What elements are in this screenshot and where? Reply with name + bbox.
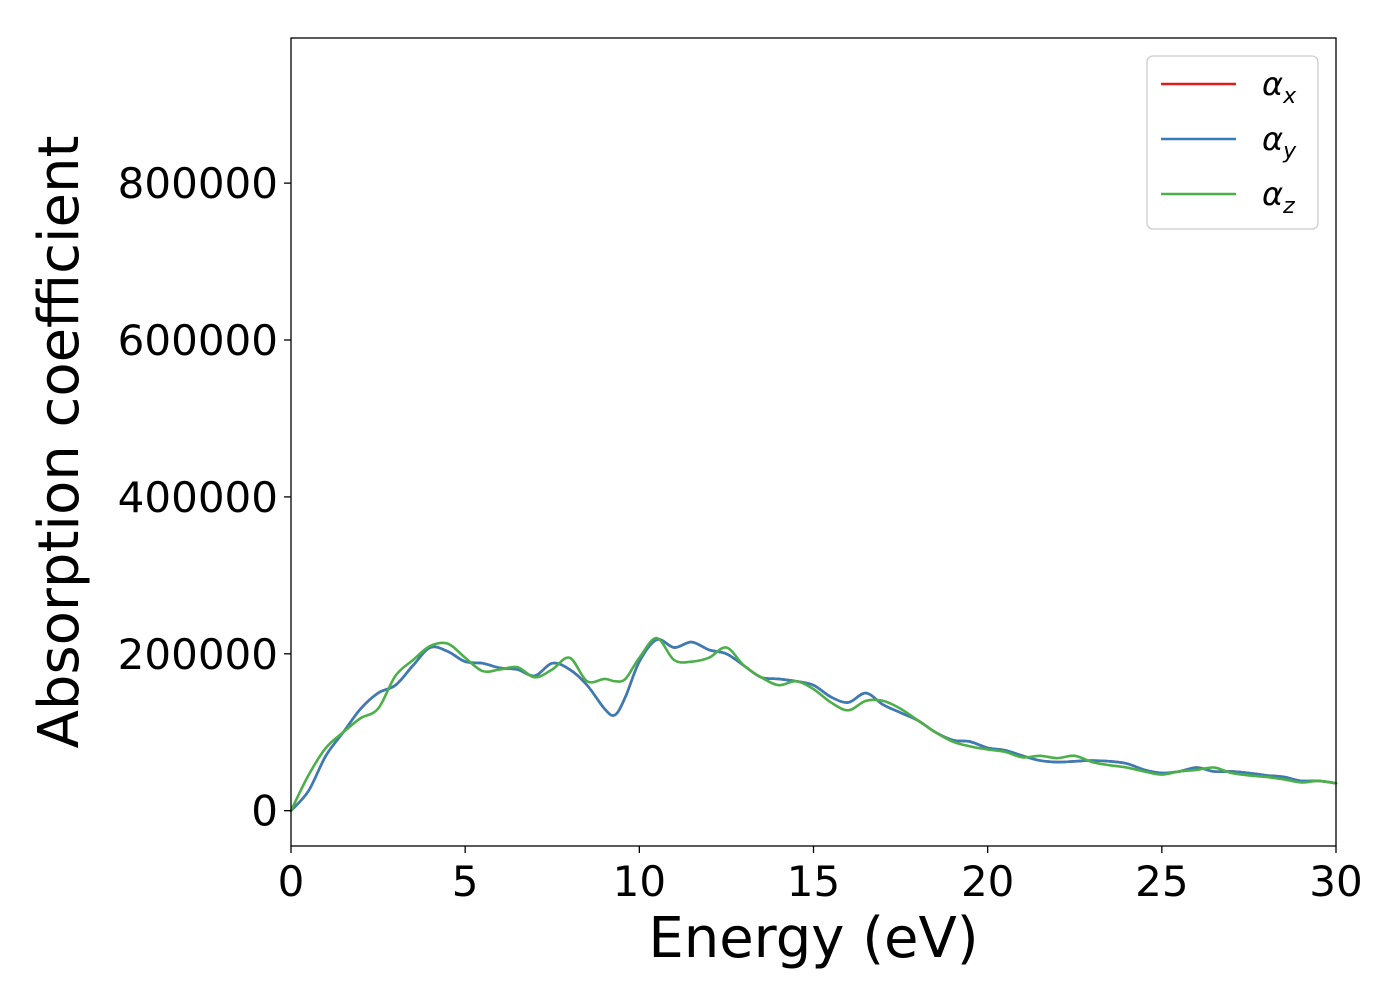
legend-label-z: αz <box>1262 175 1295 219</box>
y-tick-label: 800000 <box>118 159 278 208</box>
series-layer <box>289 636 1338 812</box>
x-axis-title: Energy (eV) <box>648 906 978 971</box>
legend-subscript: y <box>1282 139 1297 164</box>
legend-label-x: αx <box>1262 65 1297 109</box>
y-tick-label: 200000 <box>118 630 278 679</box>
series-line-z <box>289 636 1338 812</box>
legend-symbol: α <box>1262 175 1283 213</box>
y-tick-label: 400000 <box>118 473 278 522</box>
y-tick-label: 600000 <box>118 316 278 365</box>
y-axis: 0 200000 400000 600000 800000 <box>118 159 291 836</box>
x-tick-label: 25 <box>1135 857 1188 906</box>
x-tick-label: 20 <box>961 857 1014 906</box>
x-tick-label: 10 <box>613 857 666 906</box>
x-axis: 0 5 10 15 20 25 30 <box>278 846 1363 906</box>
x-tick-label: 15 <box>787 857 840 906</box>
y-axis-title: Absorption coefficient <box>27 136 92 749</box>
legend-symbol: α <box>1262 120 1283 158</box>
legend-symbol: α <box>1262 65 1283 103</box>
series-line-y <box>289 638 1338 812</box>
legend-label-y: αy <box>1262 120 1297 164</box>
y-tick-label: 0 <box>251 787 278 836</box>
x-tick-label: 30 <box>1309 857 1362 906</box>
legend-subscript: x <box>1282 84 1297 109</box>
legend-box <box>1146 55 1319 230</box>
legend-subscript: z <box>1282 194 1295 219</box>
x-tick-label: 5 <box>452 857 479 906</box>
x-tick-label: 0 <box>278 857 305 906</box>
